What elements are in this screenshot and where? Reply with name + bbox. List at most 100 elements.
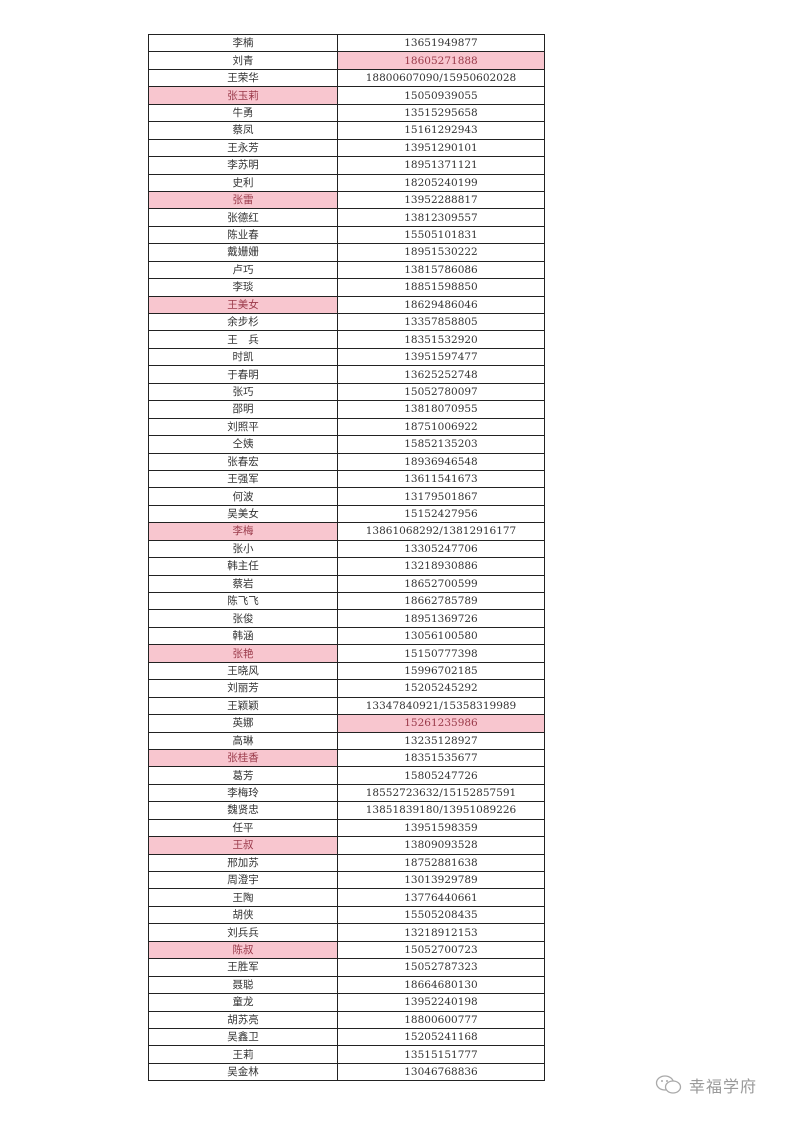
name-cell: 余步杉 bbox=[148, 312, 338, 332]
name-cell: 王荣华 bbox=[148, 68, 338, 88]
table-row: 张玉莉 15050939055 bbox=[148, 86, 545, 105]
phone-cell: 13851839180/13951089226 bbox=[337, 801, 545, 820]
phone-cell: 15996702185 bbox=[337, 661, 545, 681]
table-row: 王陶 13776440661 bbox=[148, 888, 545, 907]
table-row: 蔡岩 18652700599 bbox=[148, 574, 545, 594]
phone-cell: 15505101831 bbox=[337, 225, 545, 245]
name-cell: 王颖颖 bbox=[148, 696, 338, 716]
name-cell: 王 兵 bbox=[148, 330, 338, 349]
name-cell: 任平 bbox=[148, 818, 338, 838]
name-cell: 邢加苏 bbox=[148, 853, 338, 873]
phone-cell: 18851598850 bbox=[337, 278, 545, 297]
table-row: 王美女 18629486046 bbox=[148, 295, 545, 315]
name-cell: 周澄宇 bbox=[148, 870, 338, 890]
name-cell: 王美女 bbox=[148, 295, 338, 315]
table-row: 张俊 18951369726 bbox=[148, 609, 545, 628]
table-row: 周澄宇 13013929789 bbox=[148, 870, 545, 890]
name-cell: 张春宏 bbox=[148, 452, 338, 471]
name-cell: 李苏明 bbox=[148, 156, 338, 175]
table-row: 王永芳 13951290101 bbox=[148, 138, 545, 158]
phone-cell: 13952240198 bbox=[337, 993, 545, 1012]
phone-cell: 13218930886 bbox=[337, 557, 545, 576]
table-row: 吴鑫卫 15205241168 bbox=[148, 1027, 545, 1047]
table-row: 陈叔 15052700723 bbox=[148, 940, 545, 960]
table-row: 王荣华 18800607090/15950602028 bbox=[148, 68, 545, 88]
table-row: 韩主任 13218930886 bbox=[148, 557, 545, 576]
table-row: 于春明 13625252748 bbox=[148, 365, 545, 384]
phone-cell: 13818070955 bbox=[337, 400, 545, 419]
name-cell: 李琰 bbox=[148, 278, 338, 297]
phone-cell: 13815786086 bbox=[337, 260, 545, 280]
phone-cell: 13347840921/15358319989 bbox=[337, 696, 545, 716]
name-cell: 张玉莉 bbox=[148, 86, 338, 105]
name-cell: 王晓风 bbox=[148, 661, 338, 681]
table-row: 邵明 13818070955 bbox=[148, 400, 545, 419]
phone-cell: 13305247706 bbox=[337, 539, 545, 559]
table-row: 王叔 13809093528 bbox=[148, 836, 545, 855]
phone-cell: 18662785789 bbox=[337, 591, 545, 611]
phone-cell: 15205241168 bbox=[337, 1027, 545, 1047]
table-row: 何波 13179501867 bbox=[148, 487, 545, 506]
phone-cell: 18629486046 bbox=[337, 295, 545, 315]
phone-cell: 15052787323 bbox=[337, 958, 545, 977]
name-cell: 韩涵 bbox=[148, 626, 338, 646]
phone-cell: 18936946548 bbox=[337, 452, 545, 471]
name-cell: 陈飞飞 bbox=[148, 591, 338, 611]
name-cell: 张桂香 bbox=[148, 748, 338, 768]
table-row: 张桂香 18351535677 bbox=[148, 748, 545, 768]
phone-cell: 15852135203 bbox=[337, 435, 545, 454]
table-row: 张德红 13812309557 bbox=[148, 208, 545, 227]
phone-cell: 15052780097 bbox=[337, 382, 545, 402]
name-cell: 张雷 bbox=[148, 190, 338, 210]
name-cell: 胡侠 bbox=[148, 905, 338, 925]
name-cell: 蔡凤 bbox=[148, 121, 338, 140]
table-row: 刘青 18605271888 bbox=[148, 51, 545, 70]
phone-cell: 15150777398 bbox=[337, 644, 545, 663]
phone-cell: 13812309557 bbox=[337, 208, 545, 227]
table-row: 戴姗姗 18951530222 bbox=[148, 243, 545, 262]
name-cell: 吴美女 bbox=[148, 504, 338, 524]
name-cell: 刘照平 bbox=[148, 417, 338, 437]
table-row: 余步杉 13357858805 bbox=[148, 312, 545, 332]
watermark-text: 幸福学府 bbox=[689, 1077, 758, 1096]
table-row: 王莉 13515151777 bbox=[148, 1045, 545, 1064]
table-row: 陈飞飞 18662785789 bbox=[148, 591, 545, 611]
name-cell: 王永芳 bbox=[148, 138, 338, 158]
name-cell: 吴鑫卫 bbox=[148, 1027, 338, 1047]
name-cell: 王叔 bbox=[148, 836, 338, 855]
table-row: 李梅 13861068292/13812916177 bbox=[148, 522, 545, 541]
name-cell: 仝姨 bbox=[148, 435, 338, 454]
name-cell: 葛芳 bbox=[148, 766, 338, 785]
phone-cell: 15505208435 bbox=[337, 905, 545, 925]
table-row: 刘照平 18751006922 bbox=[148, 417, 545, 437]
table-row: 史利 18205240199 bbox=[148, 173, 545, 192]
name-cell: 何波 bbox=[148, 487, 338, 506]
contact-table: 李楠 13651949877 刘青 18605271888 王荣华 18800607090… bbox=[148, 33, 545, 1082]
table-row: 邢加苏 18752881638 bbox=[148, 853, 545, 873]
name-cell: 于春明 bbox=[148, 365, 338, 384]
name-cell: 邵明 bbox=[148, 400, 338, 419]
table-row: 王胜军 15052787323 bbox=[148, 958, 545, 977]
watermark: 幸福学府 bbox=[655, 1073, 757, 1097]
phone-cell: 18351532920 bbox=[337, 330, 545, 349]
table-row: 张小 13305247706 bbox=[148, 539, 545, 559]
name-cell: 牛勇 bbox=[148, 103, 338, 123]
name-cell: 胡苏亮 bbox=[148, 1010, 338, 1029]
phone-cell: 15152427956 bbox=[337, 504, 545, 524]
name-cell: 聂聪 bbox=[148, 975, 338, 995]
phone-cell: 18664680130 bbox=[337, 975, 545, 995]
table-row: 英娜 15261235986 bbox=[148, 714, 545, 733]
table-row: 聂聪 18664680130 bbox=[148, 975, 545, 995]
table-row: 时凯 13951597477 bbox=[148, 347, 545, 367]
phone-cell: 13235128927 bbox=[337, 731, 545, 750]
phone-cell: 15805247726 bbox=[337, 766, 545, 785]
phone-cell: 18751006922 bbox=[337, 417, 545, 437]
table-row: 卢巧 13815786086 bbox=[148, 260, 545, 280]
name-cell: 王胜军 bbox=[148, 958, 338, 977]
table-row: 李梅玲 18552723632/15152857591 bbox=[148, 783, 545, 803]
phone-cell: 15161292943 bbox=[337, 121, 545, 140]
name-cell: 童龙 bbox=[148, 993, 338, 1012]
table-row: 王强军 13611541673 bbox=[148, 469, 545, 489]
phone-cell: 18205240199 bbox=[337, 173, 545, 192]
phone-cell: 15205245292 bbox=[337, 679, 545, 698]
